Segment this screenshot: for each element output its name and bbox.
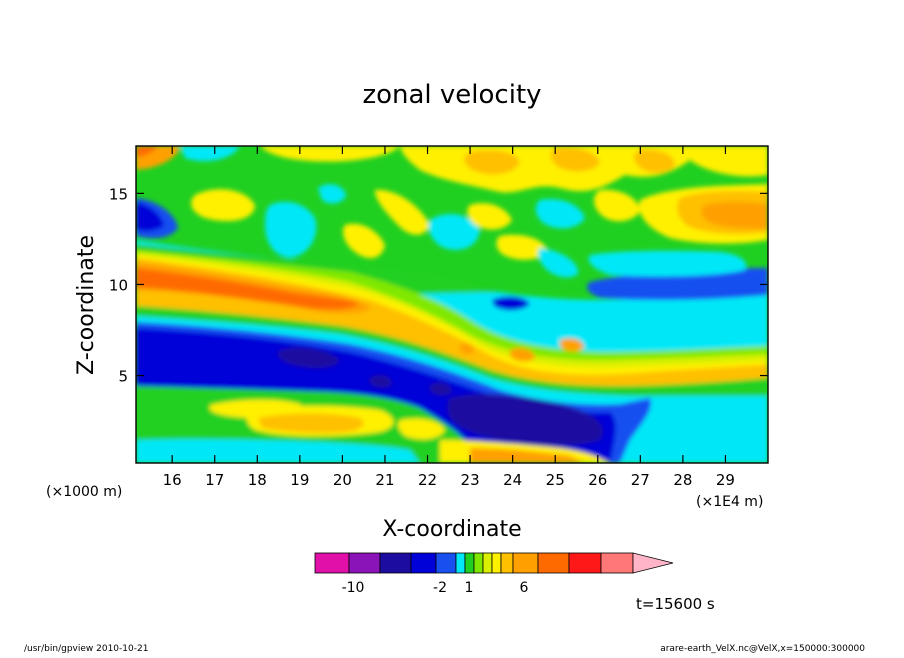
x-tick-label: 23 xyxy=(461,471,480,489)
footer-right: arare-earth_VelX.nc@VelX,x=150000:300000 xyxy=(660,644,865,654)
colorbar-swatch xyxy=(568,552,602,574)
colorbar-swatch xyxy=(537,552,570,574)
y-axis-label: Z-coordinate xyxy=(74,235,99,375)
x-unit-right: (×1E4 m) xyxy=(696,494,763,510)
colorbar-swatch xyxy=(473,552,484,574)
x-tick-label: 28 xyxy=(673,471,692,489)
plot-frame xyxy=(135,145,769,464)
x-tick-label: 29 xyxy=(716,471,735,489)
x-axis-ticks: 16 17 18 19 20 21 22 23 24 25 26 27 28 29 xyxy=(163,146,735,489)
colorbar-swatch xyxy=(464,552,475,574)
x-axis-label: X-coordinate xyxy=(382,517,521,542)
x-tick-label: 20 xyxy=(333,471,352,489)
contour-field xyxy=(136,146,768,463)
colorbar-tick-label: 1 xyxy=(465,580,474,596)
y-axis-ticks: 5 10 15 xyxy=(109,185,768,386)
colorbar-swatch xyxy=(314,552,350,574)
x-tick-label: 24 xyxy=(503,471,522,489)
x-tick-label: 27 xyxy=(631,471,650,489)
x-tick-label: 25 xyxy=(546,471,565,489)
colorbar-swatch xyxy=(348,552,381,574)
colorbar-tick-label: -10 xyxy=(342,580,365,596)
x-tick-label: 22 xyxy=(418,471,437,489)
y-tick-label: 10 xyxy=(109,276,128,294)
x-tick-label: 21 xyxy=(375,471,394,489)
colorbar-swatch xyxy=(512,552,539,574)
colorbar-tick-label: -2 xyxy=(433,580,447,596)
colorbar-swatch xyxy=(435,552,457,574)
colorbar-tick-label: 6 xyxy=(520,580,529,596)
colorbar: -10 -2 1 6 xyxy=(314,552,674,596)
colorbar-swatch xyxy=(410,552,437,574)
colorbar-swatch xyxy=(379,552,412,574)
chart-title: zonal velocity xyxy=(362,80,541,110)
colorbar-swatch xyxy=(482,552,493,574)
y-tick-label: 15 xyxy=(109,185,128,203)
time-label: t=15600 s xyxy=(636,595,715,613)
colorbar-arrow xyxy=(632,552,674,574)
colorbar-swatch xyxy=(455,552,466,574)
colorbar-swatch xyxy=(600,552,634,574)
x-tick-label: 26 xyxy=(588,471,607,489)
y-tick-label: 5 xyxy=(118,368,128,386)
footer-left: /usr/bin/gpview 2010-10-21 xyxy=(24,644,148,654)
colorbar-swatch xyxy=(491,552,502,574)
x-tick-label: 19 xyxy=(290,471,309,489)
colorbar-swatch xyxy=(500,552,514,574)
x-unit-left: (×1000 m) xyxy=(46,484,122,500)
x-tick-label: 18 xyxy=(248,471,267,489)
x-tick-label: 17 xyxy=(205,471,224,489)
x-tick-label: 16 xyxy=(163,471,182,489)
